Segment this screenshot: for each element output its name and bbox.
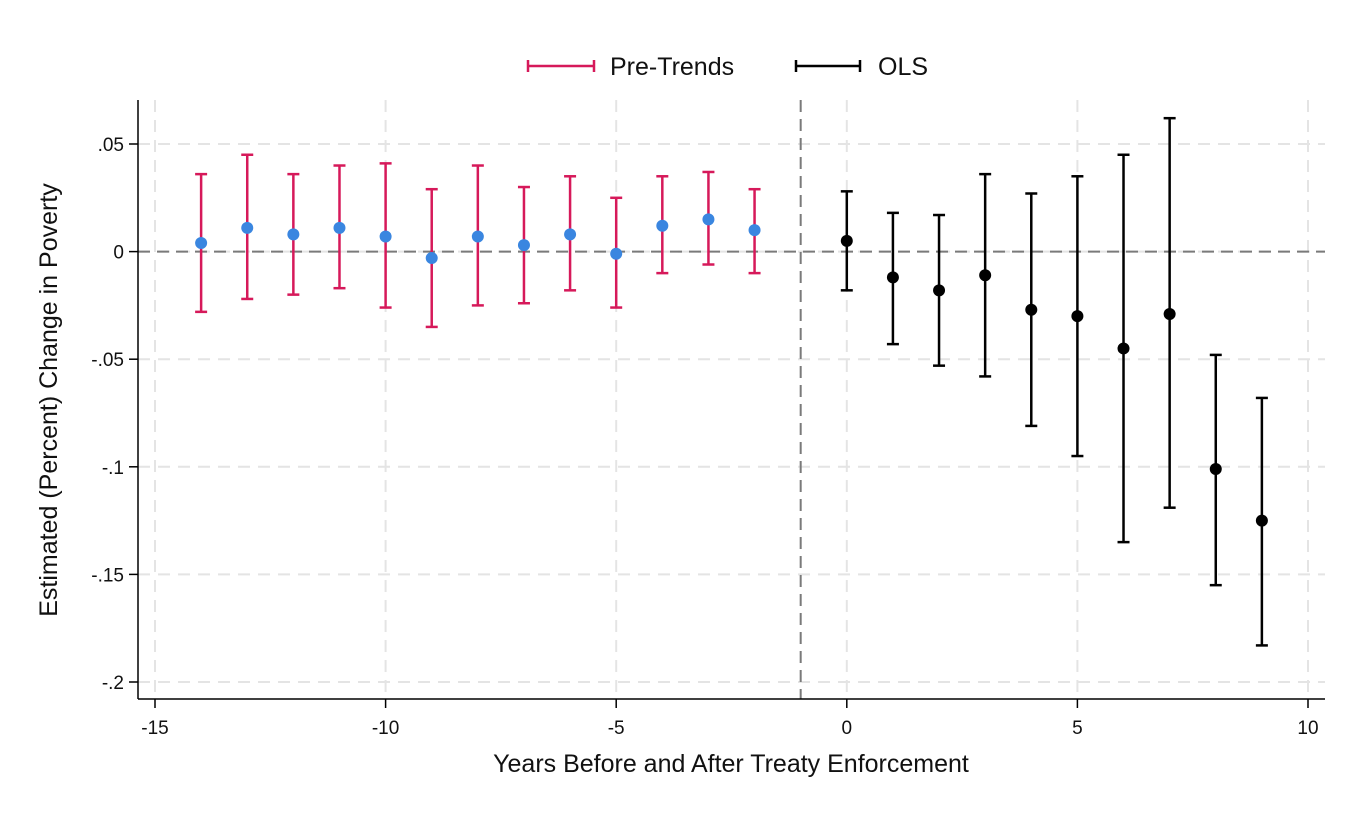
pre-trends-estimate (425, 187, 438, 329)
data-marks (195, 116, 1268, 647)
ols-estimate (933, 213, 946, 367)
pre-trends-estimate (195, 172, 208, 314)
ols-point (1025, 303, 1038, 316)
pre-trends-estimate (564, 175, 577, 292)
ols-point (840, 234, 853, 247)
pre-trends-estimate (287, 172, 300, 296)
x-tick-label: -15 (141, 718, 168, 739)
ols-point (1255, 514, 1268, 527)
pre-trends-point (287, 228, 300, 241)
pre-trends-point (471, 230, 484, 243)
pre-trends-point (241, 221, 254, 234)
ols-estimate (979, 172, 992, 378)
pre-trends-estimate (379, 162, 392, 309)
pre-trends-point (564, 228, 577, 241)
y-tick-label: 0 (113, 243, 124, 264)
ols-estimate (1117, 153, 1130, 544)
pre-trends-point (333, 221, 346, 234)
x-axis-title: Years Before and After Treaty Enforcemen… (493, 750, 969, 778)
x-tick-label: 0 (842, 718, 853, 739)
x-tick-label: 10 (1297, 718, 1318, 739)
ols-point (979, 269, 992, 282)
pre-trends-estimate (656, 175, 669, 275)
x-tick-label: 5 (1072, 718, 1083, 739)
ols-point (933, 284, 946, 297)
y-tick-label: -.2 (102, 673, 124, 694)
pre-trends-estimate (517, 185, 530, 305)
y-axis-ticks: .05 0 -.05 -.1 -.15 -.2 (91, 135, 138, 694)
legend-item-pre-trends: Pre-Trends (526, 53, 734, 81)
legend-label-pre-trends: Pre-Trends (610, 53, 734, 81)
pre-trends-point (517, 239, 530, 252)
legend-label-ols: OLS (878, 53, 928, 81)
x-axis-ticks: -15 -10 -5 0 5 10 (141, 699, 1319, 739)
ols-estimate (886, 211, 899, 346)
ols-estimate (1255, 396, 1268, 647)
ols-estimate (1025, 192, 1038, 428)
x-tick-label: -10 (372, 718, 399, 739)
pre-trends-estimate (702, 170, 715, 266)
pre-trends-estimate (241, 153, 254, 301)
legend-item-ols: OLS (794, 53, 928, 81)
reference-lines (138, 100, 1325, 699)
ols-point (886, 271, 899, 284)
ols-estimate (1163, 116, 1176, 509)
pre-trends-point (195, 236, 208, 249)
ols-estimate (1071, 175, 1084, 458)
y-tick-label: .05 (98, 135, 124, 156)
legend: Pre-Trends OLS (526, 53, 928, 81)
grid (138, 100, 1325, 699)
ols-estimate (1209, 353, 1222, 587)
ols-estimate (840, 190, 853, 292)
pre-trends-point (425, 252, 438, 265)
ols-point (1117, 342, 1130, 355)
ols-point (1209, 462, 1222, 475)
pre-trends-point (702, 213, 715, 226)
pre-trends-point (656, 219, 669, 232)
y-tick-label: -.15 (91, 565, 124, 586)
x-tick-label: -5 (608, 718, 625, 739)
pre-trends-point (610, 247, 623, 260)
y-tick-label: -.1 (102, 458, 124, 479)
axes (137, 100, 1325, 700)
ols-point (1071, 310, 1084, 323)
pre-trends-point (748, 224, 761, 237)
y-tick-label: -.05 (91, 350, 124, 371)
pre-trends-estimate (748, 187, 761, 275)
pre-trends-estimate (610, 196, 623, 309)
pre-trends-estimate (333, 164, 346, 290)
pre-trends-estimate (471, 164, 484, 307)
pre-trends-point (379, 230, 392, 243)
y-axis-title: Estimated (Percent) Change in Poverty (35, 183, 63, 617)
ols-point (1163, 308, 1176, 321)
